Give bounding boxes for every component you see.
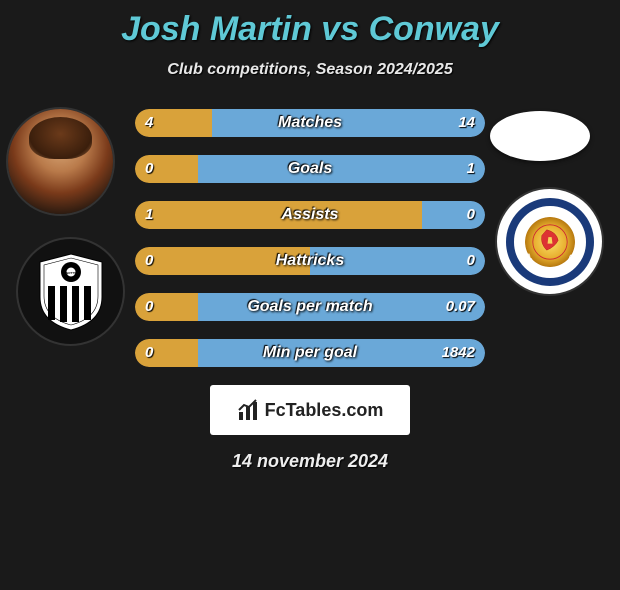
stat-row: 10Assists — [135, 201, 485, 229]
notts-county-crest-icon: NOTTS — [36, 252, 106, 332]
left-player-photo — [8, 109, 113, 214]
club-ring-text-icon: CREWE ALEXANDRA FOOTBALL CLUB — [514, 206, 586, 278]
stat-label: Goals — [135, 155, 485, 183]
stat-label: Hattricks — [135, 247, 485, 275]
stat-row: 01Goals — [135, 155, 485, 183]
svg-text:FOOTBALL CLUB: FOOTBALL CLUB — [523, 252, 577, 274]
right-player-flag — [490, 111, 590, 161]
stat-label: Goals per match — [135, 293, 485, 321]
page-subtitle: Club competitions, Season 2024/2025 — [0, 61, 620, 79]
right-club-badge: CREWE ALEXANDRA FOOTBALL CLUB — [497, 189, 602, 294]
stat-label: Min per goal — [135, 339, 485, 367]
left-club-badge: NOTTS — [18, 239, 123, 344]
stat-bars: 414Matches 01Goals 10Assists 00Hattricks 00.… — [135, 109, 485, 367]
footer-brand-text: FcTables.com — [265, 400, 384, 421]
stat-row: 00.07Goals per match — [135, 293, 485, 321]
stat-row: 01842Min per goal — [135, 339, 485, 367]
stat-label: Assists — [135, 201, 485, 229]
crewe-alexandra-crest-icon: CREWE ALEXANDRA FOOTBALL CLUB — [506, 198, 594, 286]
stat-label: Matches — [135, 109, 485, 137]
stat-row: 414Matches — [135, 109, 485, 137]
page-title: Josh Martin vs Conway — [0, 10, 620, 49]
footer-date: 14 november 2024 — [0, 451, 620, 472]
footer-brand-badge[interactable]: FcTables.com — [210, 385, 410, 435]
chart-icon — [237, 398, 261, 422]
comparison-panel: NOTTS CREWE ALEXANDRA FOOTBALL CLUB — [0, 109, 620, 367]
stat-row: 00Hattricks — [135, 247, 485, 275]
svg-text:NOTTS: NOTTS — [65, 271, 75, 275]
